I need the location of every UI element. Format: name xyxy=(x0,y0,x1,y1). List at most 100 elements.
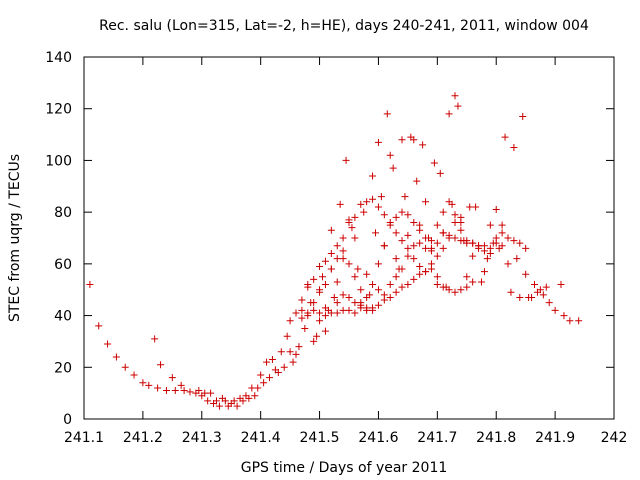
data-point xyxy=(363,198,371,206)
data-point xyxy=(398,283,406,291)
data-point xyxy=(498,229,506,237)
data-point xyxy=(333,242,341,250)
data-point xyxy=(457,226,465,234)
data-point xyxy=(257,371,265,379)
data-point xyxy=(398,237,406,245)
data-point xyxy=(389,164,397,172)
data-point xyxy=(333,278,341,286)
data-point xyxy=(504,260,512,268)
y-axis-ticks: 0 20 40 60 80 100 120 140 xyxy=(45,50,614,428)
data-point xyxy=(522,270,530,278)
data-point xyxy=(383,110,391,118)
data-point xyxy=(451,211,459,219)
data-point xyxy=(410,275,418,283)
data-point xyxy=(112,353,120,361)
data-point xyxy=(321,312,329,320)
data-point xyxy=(398,265,406,273)
data-point xyxy=(304,281,312,289)
data-point xyxy=(392,255,400,263)
data-point xyxy=(339,247,347,255)
data-point xyxy=(427,244,435,252)
x-tick-label: 241.2 xyxy=(123,430,163,446)
data-point xyxy=(345,306,353,314)
data-point xyxy=(316,309,324,317)
data-point xyxy=(401,193,409,201)
y-tick-label: 20 xyxy=(54,360,72,376)
data-point xyxy=(298,314,306,322)
data-point xyxy=(204,397,212,405)
data-point xyxy=(310,337,318,345)
data-point xyxy=(410,136,418,144)
x-tick-label: 241.1 xyxy=(64,430,104,446)
data-point xyxy=(248,384,256,392)
data-point xyxy=(445,110,453,118)
data-point xyxy=(313,332,321,340)
data-point xyxy=(274,368,282,376)
data-point xyxy=(472,203,480,211)
x-tick-label: 241.9 xyxy=(535,430,575,446)
data-point xyxy=(422,244,430,252)
data-point xyxy=(374,286,382,294)
data-point xyxy=(319,273,326,281)
data-point xyxy=(427,237,435,245)
data-point xyxy=(333,309,341,317)
data-point xyxy=(333,299,341,307)
data-point xyxy=(380,291,388,299)
data-point xyxy=(478,278,485,286)
data-point xyxy=(310,299,318,307)
data-point xyxy=(507,288,515,296)
data-point xyxy=(104,340,112,348)
data-point xyxy=(316,317,324,325)
x-tick-label: 241.6 xyxy=(358,430,398,446)
data-point xyxy=(327,309,335,317)
data-point xyxy=(372,229,379,237)
data-point xyxy=(398,136,406,144)
data-point xyxy=(363,304,371,312)
data-point xyxy=(439,244,447,252)
data-point xyxy=(283,332,291,340)
y-tick-label: 60 xyxy=(54,257,72,273)
data-point xyxy=(451,92,459,100)
data-point xyxy=(263,358,271,366)
data-point xyxy=(339,291,347,299)
data-point xyxy=(528,293,536,301)
data-point xyxy=(513,255,521,263)
data-point xyxy=(221,397,229,405)
data-point xyxy=(301,325,309,332)
data-point xyxy=(398,208,406,216)
data-point xyxy=(439,208,447,216)
y-axis-label: STEC from uqrg / TECUs xyxy=(7,154,23,322)
data-point xyxy=(469,252,477,260)
data-point xyxy=(416,226,424,234)
data-point xyxy=(201,389,209,397)
data-point xyxy=(321,304,329,312)
data-point xyxy=(292,309,300,317)
data-point xyxy=(360,208,368,216)
data-point xyxy=(327,226,335,234)
data-point xyxy=(445,231,453,239)
data-point xyxy=(180,387,188,395)
data-point xyxy=(551,306,559,314)
x-tick-label: 242 xyxy=(601,430,628,446)
data-point xyxy=(392,229,400,237)
data-point xyxy=(392,273,400,281)
data-point xyxy=(195,387,203,395)
data-point xyxy=(266,374,273,382)
data-point xyxy=(130,371,138,379)
data-point xyxy=(422,198,430,206)
data-point xyxy=(410,255,418,263)
data-point xyxy=(330,293,338,301)
data-point xyxy=(380,211,388,219)
data-point xyxy=(333,255,341,263)
data-point xyxy=(310,275,318,283)
data-point xyxy=(404,252,412,260)
data-point xyxy=(321,327,329,335)
data-point xyxy=(404,244,412,252)
data-point xyxy=(422,268,430,276)
data-point xyxy=(427,260,435,268)
data-point xyxy=(171,387,179,395)
data-point xyxy=(145,381,153,389)
x-tick-label: 241.8 xyxy=(476,430,516,446)
data-point xyxy=(419,141,427,149)
data-point xyxy=(433,281,441,289)
